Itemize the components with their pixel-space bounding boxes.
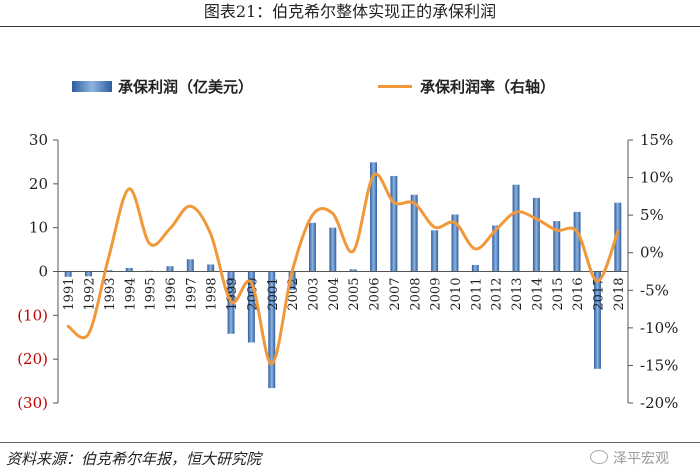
margin-line [66,172,620,366]
bar [105,270,113,272]
category-label: 1995 [144,278,159,311]
right-tick-label: -5% [640,281,669,299]
category-label: 2017 [591,278,606,311]
category-label: 2001 [266,278,281,311]
category-label: 2008 [408,278,423,311]
category-label: 2015 [551,278,566,311]
left-tick-label: 0 [38,263,48,281]
right-tick-label: -20% [640,394,678,412]
category-label: 2016 [571,278,586,311]
category-label: 2011 [469,277,484,310]
category-label: 1991 [62,278,77,311]
bar [431,230,439,272]
category-label: 2013 [510,278,525,311]
legend-line-label: 承保利润率（右轴） [420,78,555,96]
bar [247,271,255,343]
category-label: 2009 [429,278,444,311]
watermark: 泽平宏观 [590,448,669,468]
category-label: 1992 [83,278,98,311]
right-tick-label: -10% [640,319,678,337]
bar [410,194,418,272]
bar [64,271,72,277]
category-label: 2003 [306,278,321,311]
right-tick-label: 0% [640,244,664,262]
bar [288,271,296,290]
category-label: 2004 [327,278,342,311]
category-label: 2006 [368,278,383,311]
chart-title: 图表21：伯克希尔整体实现正的承保利润 [203,2,497,21]
category-label: 1998 [205,278,220,311]
bar [125,267,133,272]
bar [268,271,276,389]
left-tick-label: 30 [29,131,48,149]
category-label: 2012 [490,278,505,311]
chart-area: 承保利润（亿美元） 承保利润率（右轴）3020100(10)(20)(30)15%… [17,78,678,412]
left-tick-label: (20) [17,350,48,368]
right-tick-label: 15% [640,131,673,149]
bar [186,259,194,272]
right-tick-label: 10% [640,169,673,187]
bar [532,197,540,272]
bar [309,222,316,272]
category-label: 1993 [103,278,118,311]
bar [207,264,215,272]
category-label: 2018 [612,278,627,311]
title-divider [0,26,700,27]
category-label: 2010 [449,278,464,311]
bar [370,162,377,272]
source-note: 资料来源：伯克希尔年报，恒大研究院 [6,450,262,468]
bar [573,211,581,272]
bar [512,184,520,272]
source-divider [0,442,700,443]
bar [553,221,561,272]
left-tick-label: 20 [29,175,48,193]
bar [471,264,479,272]
bar [329,227,337,272]
left-tick-label: 10 [29,219,48,237]
bar [614,202,622,272]
right-tick-label: -15% [640,356,678,374]
bar [594,271,601,369]
category-label: 2014 [530,278,545,311]
left-tick-label: (30) [17,394,48,412]
legend-bar-label: 承保利润（亿美元） [118,78,253,96]
category-label: 1997 [184,278,199,311]
category-label: 2005 [347,278,362,311]
bar [85,271,92,277]
bar [451,214,459,272]
bar [492,225,500,272]
left-tick-label: (10) [17,306,48,324]
watermark-text: 泽平宏观 [613,451,669,467]
bar [166,266,174,272]
bar [390,175,398,272]
category-label: 2007 [388,278,403,311]
legend-bar-swatch [72,81,112,92]
category-label: 1994 [123,278,138,311]
category-label: 1996 [164,278,179,311]
right-tick-label: 5% [640,206,664,224]
bar [349,269,357,272]
wechat-icon [590,450,608,464]
